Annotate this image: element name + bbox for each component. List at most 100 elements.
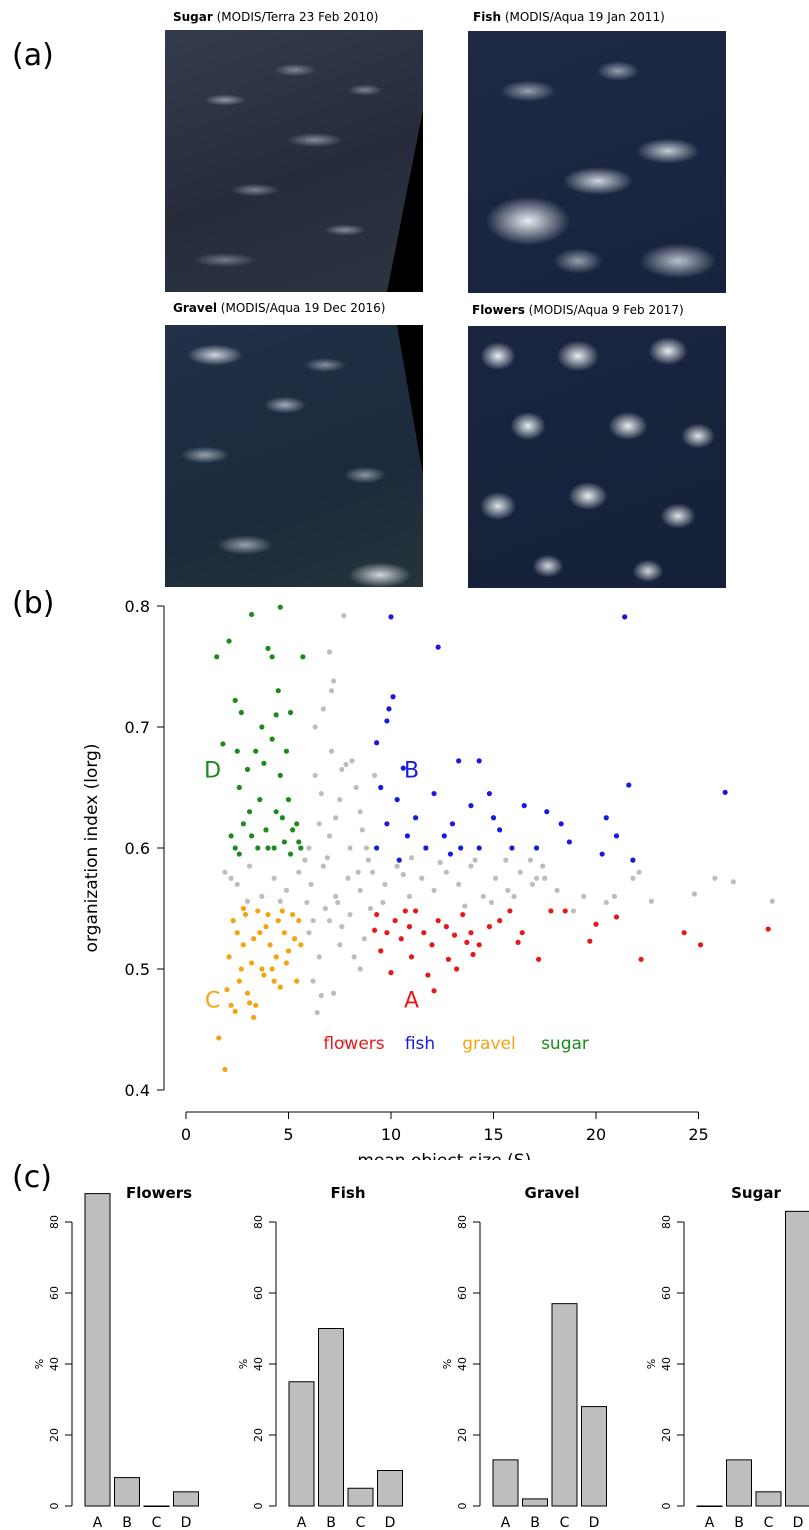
scatter-point: [380, 899, 386, 906]
scatter-point: [306, 930, 312, 936]
y-axis-title: %: [33, 1359, 46, 1369]
scatter-point: [462, 903, 468, 909]
x-tick-label: 10: [381, 1125, 401, 1144]
scatter-point: [228, 875, 234, 881]
scatter-point: [283, 960, 290, 966]
scatter-point: [294, 978, 300, 984]
y-axis-title: %: [441, 1359, 454, 1369]
scatter-point: [255, 845, 261, 851]
cluster-label-D: D: [204, 758, 221, 783]
scatter-point: [341, 1039, 347, 1045]
scatter-point: [357, 809, 363, 815]
scatter-point: [400, 872, 406, 878]
series-cluster-A: [372, 908, 771, 994]
scatter-point: [544, 809, 550, 815]
scatter-point: [359, 827, 365, 833]
scatter-point: [476, 942, 482, 948]
scatter-point: [613, 914, 620, 920]
scatter-point: [271, 978, 277, 984]
scatter-point: [509, 845, 515, 851]
scatter-point: [238, 966, 244, 972]
scatter-point: [382, 881, 388, 887]
bar-C: [347, 1487, 374, 1507]
scatter-point: [234, 881, 240, 887]
scatter-point: [443, 924, 449, 930]
scatter-point: [730, 879, 736, 885]
scatter-point: [333, 893, 339, 899]
legend-entry-fish: fish: [405, 1034, 435, 1054]
cluster-label-A: A: [404, 988, 419, 1013]
category-label-A: A: [705, 1515, 715, 1530]
x-tick-label: 5: [283, 1125, 293, 1144]
scatter-point: [277, 772, 283, 778]
scatter-point: [425, 972, 431, 978]
x-tick-label: 0: [181, 1125, 191, 1144]
scatter-point: [296, 869, 302, 875]
scatter-point: [384, 930, 390, 936]
scatter-point: [372, 927, 378, 933]
legend-entry-gravel: gravel: [462, 1034, 515, 1054]
scatter-point: [246, 1000, 253, 1006]
panel-label-c: (c): [12, 1160, 52, 1195]
thumb-name-gravel: Gravel: [173, 301, 217, 315]
scatter-point: [404, 833, 410, 839]
scatter-point: [246, 809, 253, 815]
scatter-point: [400, 765, 406, 771]
bar-C: [143, 1505, 170, 1507]
scatter-point: [441, 833, 447, 839]
scatter-point: [316, 954, 322, 960]
category-label-D: D: [589, 1515, 600, 1530]
scatter-point: [273, 954, 279, 960]
scatter-point: [384, 821, 390, 827]
y-tick-label: 40: [660, 1357, 673, 1371]
scatter-point: [302, 857, 308, 863]
thumb-title-sugar: Sugar (MODIS/Terra 23 Feb 2010): [173, 10, 378, 24]
bar-D: [581, 1406, 607, 1507]
scatter-point: [259, 966, 265, 972]
scatter-point: [437, 859, 443, 866]
scatter-point: [273, 712, 279, 718]
y-axis-title: %: [237, 1359, 250, 1369]
scatter-point: [240, 905, 246, 912]
y-tick-label: 0: [660, 1503, 673, 1510]
scatter-point: [337, 797, 343, 803]
y-tick-label: 40: [252, 1357, 265, 1371]
scatter-point: [314, 1009, 320, 1016]
scatter-point: [361, 936, 367, 942]
scatter-point: [326, 918, 333, 924]
scatter-point: [447, 851, 454, 857]
scatter-point: [408, 855, 415, 861]
scatter-point: [603, 815, 609, 821]
scatter-point: [328, 748, 335, 754]
scatter-point: [497, 918, 503, 924]
bar-B: [522, 1498, 548, 1507]
bar-D: [173, 1491, 199, 1507]
scatter-point: [298, 942, 304, 948]
scatter-point: [431, 887, 437, 893]
scatter-point: [263, 924, 269, 930]
scatter-point: [554, 887, 560, 893]
scatter-point: [345, 875, 351, 881]
scatter-point: [279, 815, 285, 821]
scatter-point: [236, 978, 242, 984]
scatter-point: [497, 827, 503, 833]
scatter-point: [234, 930, 240, 936]
y-tick-label: 0: [252, 1503, 265, 1510]
scatter-point: [449, 821, 456, 827]
scatter-point: [296, 918, 302, 924]
scatter-point: [365, 857, 372, 863]
scatter-point: [294, 821, 300, 827]
scatter-point: [435, 918, 441, 924]
scatter-point: [257, 797, 263, 803]
scatter-point: [277, 604, 283, 610]
y-tick-label: 0.7: [125, 718, 150, 737]
scatter-point: [548, 908, 554, 914]
scatter-point: [374, 911, 380, 918]
category-label-D: D: [385, 1515, 396, 1530]
scatter-point: [279, 908, 285, 914]
scatter-point: [328, 688, 335, 694]
scatter-point: [722, 789, 728, 795]
scatter-point: [388, 614, 394, 620]
scatter-point: [486, 790, 492, 797]
scatter-point: [648, 898, 654, 904]
